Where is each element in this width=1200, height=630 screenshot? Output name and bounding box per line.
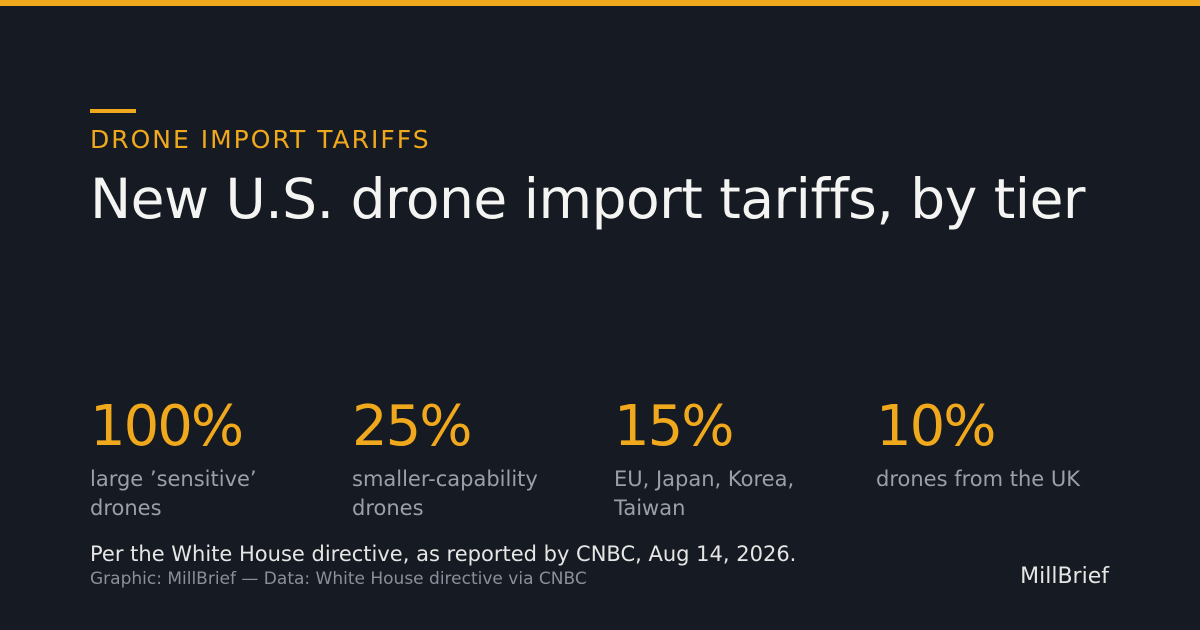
stat-value: 100% (90, 394, 244, 459)
stat-value: 25% (352, 394, 472, 459)
stat-label: EU, Japan, Korea, Taiwan (614, 467, 795, 520)
top-accent-bar (0, 0, 1200, 6)
footnote: Per the White House directive, as report… (90, 542, 797, 566)
stat-large-sensitive: 100% large ’sensitive’ drones (90, 392, 330, 523)
stat-uk: 10% drones from the UK (876, 392, 1116, 494)
source-credit: Graphic: MillBrief — Data: White House d… (90, 569, 587, 589)
stat-label: large ’sensitive’ drones (90, 467, 257, 520)
stat-allied-countries: 15% EU, Japan, Korea, Taiwan (614, 392, 854, 523)
kicker: DRONE IMPORT TARIFFS (90, 125, 431, 154)
page-title: New U.S. drone import tariffs, by tier (90, 167, 1086, 231)
stat-smaller-capability: 25% smaller-capability drones (352, 392, 592, 523)
stat-label: smaller-capability drones (352, 467, 538, 520)
stats-row: 100% large ’sensitive’ drones 25% smalle… (90, 392, 1130, 532)
kicker-accent-rule (90, 109, 136, 113)
stat-value: 15% (614, 394, 734, 459)
stat-label: drones from the UK (876, 467, 1081, 491)
stat-value: 10% (876, 394, 996, 459)
brand-wordmark: MillBrief (1020, 564, 1109, 589)
